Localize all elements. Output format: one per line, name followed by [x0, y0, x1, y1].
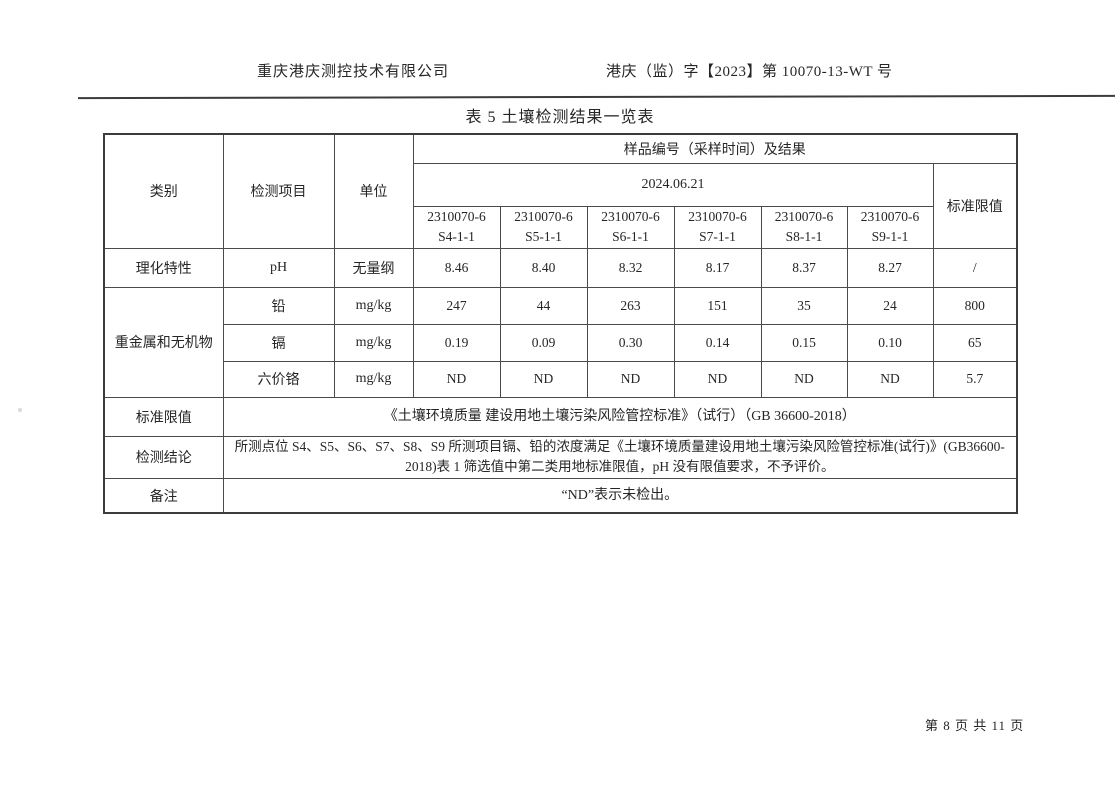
- sample-id-line2: S5-1-1: [525, 229, 562, 245]
- value-cell: 44: [499, 286, 588, 325]
- soil-results-table: 类别 检测项目 单位 样品编号（采样时间）及结果 2024.06.21 标准限值…: [103, 133, 1019, 515]
- sample-id-cell: 2310070-6 S9-1-1: [846, 206, 934, 249]
- value-cell: 8.27: [846, 247, 934, 288]
- summary-content: 所测点位 S4、S5、S6、S7、S8、S9 所测项目镉、铅的浓度满足《土壤环境…: [222, 435, 1018, 480]
- value-cell: ND: [760, 360, 848, 398]
- category-cell: 重金属和无机物: [103, 286, 224, 398]
- sample-id-line1: 2310070-6: [427, 209, 486, 224]
- value-cell: 8.40: [499, 247, 588, 288]
- data-row-lead: 重金属和无机物 铅 mg/kg 247 44 263 151 35 24 800: [103, 286, 1018, 398]
- sample-id-line1: 2310070-6: [688, 209, 747, 224]
- category-cell: 理化特性: [103, 247, 224, 288]
- scan-artifact: [18, 408, 22, 412]
- sample-id-line1: 2310070-6: [601, 209, 660, 224]
- sample-id-line2: S4-1-1: [438, 229, 475, 245]
- company-name: 重庆港庆测控技术有限公司: [257, 64, 450, 80]
- sample-id-cell: 2310070-6 S7-1-1: [673, 206, 762, 249]
- sample-id-line1: 2310070-6: [860, 209, 920, 224]
- limit-cell: 800: [932, 286, 1018, 325]
- summary-content: 《土壤环境质量 建设用地土壤污染风险管控标准》（试行）（GB 36600-201…: [222, 396, 1018, 437]
- limit-cell: 65: [932, 323, 1018, 362]
- value-cell: 8.17: [673, 247, 762, 288]
- data-row-ph: 理化特性 pH 无量纲 8.46 8.40 8.32 8.17 8.37 8.2…: [103, 247, 1018, 288]
- header-row-1: 类别 检测项目 单位 样品编号（采样时间）及结果: [103, 133, 1018, 249]
- value-cell: ND: [673, 360, 762, 398]
- value-cell: ND: [499, 360, 588, 398]
- sample-id-cell: 2310070-6 S5-1-1: [499, 206, 588, 249]
- summary-label: 标准限值: [103, 396, 224, 437]
- page-number: 第 8 页 共 11 页: [925, 718, 1025, 733]
- summary-content: “ND”表示未检出。: [222, 478, 1018, 514]
- value-cell: 247: [412, 286, 501, 325]
- col-header-item: 检测项目: [222, 133, 335, 249]
- sample-id-line2: S8-1-1: [785, 229, 823, 245]
- value-cell: ND: [586, 360, 675, 398]
- sample-id-cell: 2310070-6 S8-1-1: [760, 206, 848, 249]
- value-cell: ND: [846, 360, 934, 398]
- unit-cell: mg/kg: [333, 323, 414, 362]
- limit-cell: /: [932, 247, 1018, 288]
- header-row-sample-ids: 2310070-6 S4-1-1 2310070-6 S5-1-1 231007…: [104, 206, 1017, 249]
- value-cell: 0.14: [673, 323, 762, 362]
- unit-cell: mg/kg: [333, 286, 414, 325]
- col-header-sample-group: 样品编号（采样时间）及结果: [412, 133, 1018, 164]
- summary-label: 检测结论: [103, 435, 224, 480]
- summary-row-remark: 备注 “ND”表示未检出。: [103, 478, 1018, 514]
- sample-id-line2: S7-1-1: [699, 229, 736, 245]
- sample-id-line1: 2310070-6: [774, 209, 834, 224]
- value-cell: 0.19: [412, 323, 501, 362]
- value-cell: 8.32: [586, 247, 675, 288]
- value-cell: ND: [412, 360, 501, 398]
- unit-cell: 无量纲: [333, 247, 414, 288]
- item-cell: 铅: [222, 286, 335, 325]
- value-cell: 8.46: [412, 247, 501, 288]
- item-cell: 镉: [222, 323, 335, 362]
- header-divider: [77, 94, 1116, 100]
- summary-row-standard: 标准限值 《土壤环境质量 建设用地土壤污染风险管控标准》（试行）（GB 3660…: [103, 396, 1018, 437]
- col-header-unit: 单位: [333, 133, 414, 249]
- table-title: 表 5 土壤检测结果一览表: [465, 109, 655, 126]
- value-cell: 35: [760, 286, 848, 325]
- header-row-2: 2024.06.21 标准限值: [104, 163, 1018, 249]
- unit-cell: mg/kg: [333, 360, 414, 398]
- sample-id-line2: S6-1-1: [612, 229, 649, 245]
- limit-cell: 5.7: [932, 360, 1018, 398]
- value-cell: 0.15: [760, 323, 848, 362]
- item-cell: pH: [222, 247, 335, 288]
- value-cell: 24: [846, 286, 934, 325]
- sample-id-cell: 2310070-6 S4-1-1: [412, 206, 501, 249]
- value-cell: 0.09: [499, 323, 588, 362]
- document-number: 港庆（监）字【2023】第 10070-13-WT 号: [606, 64, 893, 80]
- summary-row-conclusion: 检测结论 所测点位 S4、S5、S6、S7、S8、S9 所测项目镉、铅的浓度满足…: [103, 435, 1018, 480]
- item-cell: 六价铬: [222, 360, 335, 398]
- summary-label: 备注: [103, 478, 224, 514]
- data-row-hexavalent-chromium: 六价铬 mg/kg ND ND ND ND ND ND 5.7: [104, 360, 1018, 398]
- sample-id-cell: 2310070-6 S6-1-1: [586, 206, 675, 249]
- col-header-category: 类别: [103, 133, 224, 249]
- value-cell: 0.30: [586, 323, 675, 362]
- value-cell: 263: [586, 286, 675, 325]
- value-cell: 0.10: [846, 323, 934, 362]
- data-row-cadmium: 镉 mg/kg 0.19 0.09 0.30 0.14 0.15 0.10 65: [104, 323, 1018, 362]
- value-cell: 8.37: [760, 247, 848, 288]
- value-cell: 151: [673, 286, 762, 325]
- col-header-limit: 标准限值: [932, 163, 1018, 249]
- sample-date: 2024.06.21: [412, 163, 934, 207]
- sample-id-line1: 2310070-6: [514, 209, 573, 224]
- sample-id-line2: S9-1-1: [871, 229, 909, 245]
